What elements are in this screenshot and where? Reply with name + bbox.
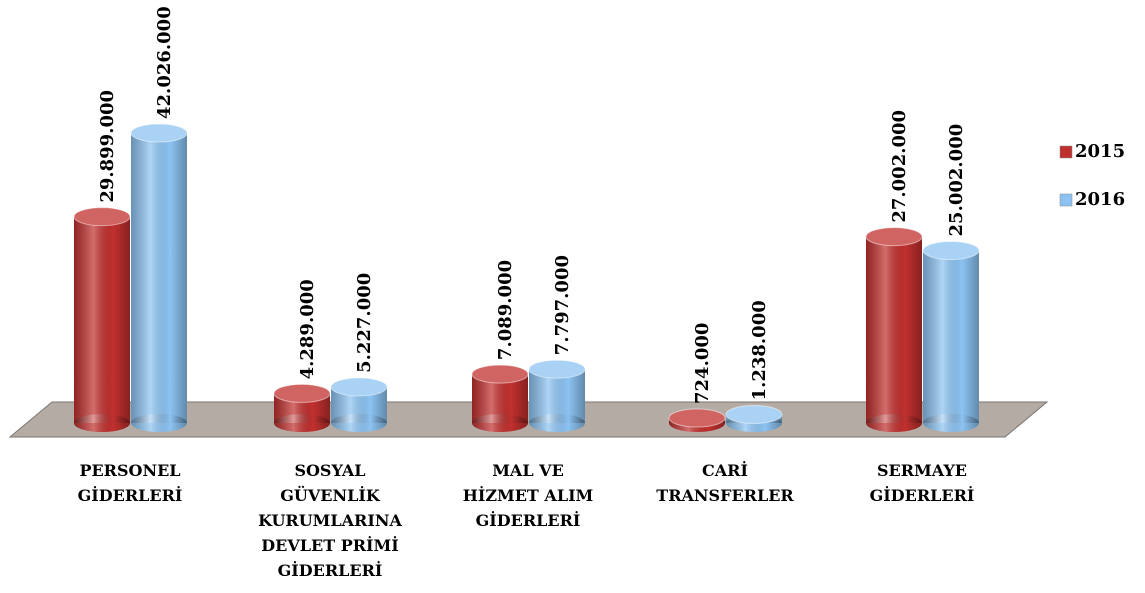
bar bbox=[865, 227, 923, 432]
bar-shade bbox=[131, 133, 187, 423]
x-tick-label: CARİ TRANSFERLER bbox=[656, 461, 794, 505]
bar bbox=[330, 377, 388, 432]
bar-top-shine bbox=[74, 207, 130, 226]
legend-label: 2016 bbox=[1075, 189, 1125, 210]
value-label: 42.026.000 bbox=[154, 6, 175, 119]
bar-top bbox=[668, 408, 726, 428]
bar-top-shine bbox=[529, 360, 585, 379]
floor bbox=[8, 401, 1049, 438]
bar-bottom-shade bbox=[74, 414, 130, 432]
bar-bottom-shade bbox=[923, 414, 979, 432]
bar bbox=[273, 383, 331, 432]
value-label: 724.000 bbox=[692, 323, 713, 404]
legend-swatch bbox=[1059, 145, 1073, 159]
bar-top bbox=[471, 364, 529, 384]
x-tick-label: PERSONEL GİDERLERİ bbox=[77, 461, 183, 505]
bar-top bbox=[725, 404, 783, 424]
bar-top-shine bbox=[472, 365, 528, 384]
bar-top-shine bbox=[331, 377, 387, 396]
value-label: 4.289.000 bbox=[297, 279, 318, 379]
bar-top-shine bbox=[923, 241, 979, 260]
bar-top bbox=[922, 240, 980, 260]
value-label: 7.797.000 bbox=[552, 255, 573, 355]
bar-top bbox=[865, 227, 923, 247]
bar bbox=[725, 404, 783, 432]
value-label: 27.002.000 bbox=[889, 110, 910, 223]
bar-top-shine bbox=[866, 227, 922, 246]
bar-top-shine bbox=[726, 405, 782, 424]
x-tick-label: MAL VE HİZMET ALIM GİDERLERİ bbox=[462, 461, 594, 530]
legend-label: 2015 bbox=[1075, 141, 1125, 162]
bar-top bbox=[73, 207, 131, 227]
bar-top bbox=[273, 383, 331, 403]
bar-top-shine bbox=[131, 124, 187, 142]
value-label: 25.002.000 bbox=[946, 124, 967, 237]
bar-bottom-shade bbox=[472, 414, 528, 432]
bar-bottom-shade bbox=[331, 414, 387, 432]
bar bbox=[528, 359, 586, 432]
bar-shade bbox=[923, 250, 979, 423]
value-label: 29.899.000 bbox=[97, 90, 118, 203]
bar-top-shine bbox=[669, 409, 725, 428]
bar bbox=[668, 408, 726, 432]
bar-top-shine bbox=[274, 384, 330, 403]
bar-top bbox=[130, 123, 188, 143]
bar-shade bbox=[74, 216, 130, 423]
bar-bottom-shade bbox=[131, 414, 187, 432]
bar bbox=[471, 364, 529, 432]
x-tick-label: SOSYAL GÜVENLİK KURUMLARINA DEVLET PRİMİ… bbox=[258, 461, 402, 580]
bar bbox=[130, 123, 188, 432]
bar-bottom-shade bbox=[529, 414, 585, 432]
legend-swatch bbox=[1059, 193, 1073, 207]
bar-top bbox=[330, 377, 388, 397]
bar-shade bbox=[866, 236, 922, 423]
bar bbox=[922, 240, 980, 432]
value-label: 5.227.000 bbox=[354, 273, 375, 373]
bar-top bbox=[528, 359, 586, 379]
x-tick-label: SERMAYE GİDERLERİ bbox=[869, 461, 975, 505]
value-label: 1.238.000 bbox=[749, 300, 770, 400]
value-label: 7.089.000 bbox=[495, 260, 516, 360]
bar-bottom-shade bbox=[866, 414, 922, 432]
bar bbox=[73, 207, 131, 432]
bar-bottom-shade bbox=[274, 414, 330, 432]
